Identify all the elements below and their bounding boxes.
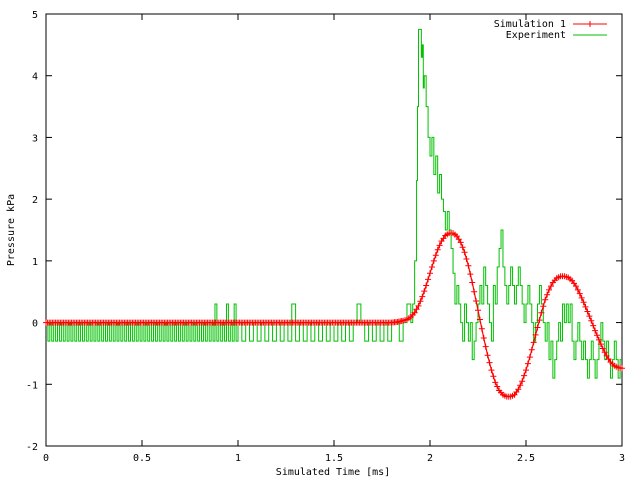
y-axis-label: Pressure kPa xyxy=(6,194,17,266)
series-line xyxy=(46,232,623,398)
y-tick-label: -1 xyxy=(26,380,38,391)
x-tick-label: 0 xyxy=(43,453,49,464)
y-tick-label: 4 xyxy=(32,72,38,83)
series-line xyxy=(46,28,622,379)
y-tick-label: 1 xyxy=(32,257,38,268)
x-tick-label: 2.5 xyxy=(517,453,535,464)
axis-ticks: 0 0.5 1 1.5 2 2.5 3 -2 -1 0 1 2 3 4 5 xyxy=(26,10,625,464)
series-layer xyxy=(43,28,625,400)
series-experiment xyxy=(46,28,622,379)
y-tick-label: 5 xyxy=(32,10,38,21)
plot-frame xyxy=(45,13,623,447)
legend-label: Experiment xyxy=(506,30,566,41)
y-tick-label: 0 xyxy=(32,319,38,330)
series-simulation-1 xyxy=(43,230,625,400)
legend-item: Simulation 1 xyxy=(494,19,607,30)
x-tick-label: 1.5 xyxy=(325,453,343,464)
x-tick-label: 3 xyxy=(619,453,625,464)
series-markers xyxy=(43,230,625,400)
y-tick-label: -2 xyxy=(26,442,38,453)
plot-border xyxy=(45,13,623,447)
x-tick-label: 1 xyxy=(235,453,241,464)
y-tick-label: 2 xyxy=(32,195,38,206)
x-axis-label: Simulated Time [ms] xyxy=(276,467,390,478)
legend-label: Simulation 1 xyxy=(494,19,566,30)
legend-marker xyxy=(587,21,593,27)
x-tick-label: 0.5 xyxy=(133,453,151,464)
x-tick-label: 2 xyxy=(427,453,433,464)
y-tick-label: 3 xyxy=(32,133,38,144)
legend-item: Experiment xyxy=(506,30,607,41)
